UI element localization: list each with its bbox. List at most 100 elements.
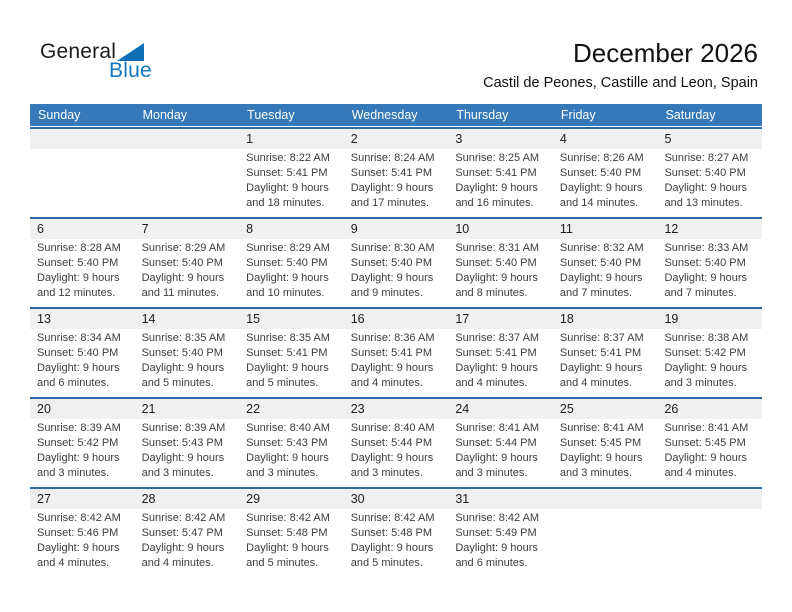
day-daylight-text: Daylight: 9 hours and 3 minutes.: [37, 452, 120, 479]
weekday-header-wednesday: Wednesday: [351, 108, 418, 122]
day-cell: Sunrise: 8:35 AM Sunset: 5:40 PM Daylight:…: [135, 329, 240, 396]
day-cell: [30, 149, 135, 216]
day-number: 7: [141, 222, 149, 236]
day-daylight-text: Daylight: 9 hours and 5 minutes.: [246, 542, 329, 569]
day-daylight-text: Daylight: 9 hours and 4 minutes.: [455, 362, 538, 389]
day-sunrise-text: Sunrise: 8:27 AM: [664, 152, 749, 164]
day-number: 16: [350, 312, 365, 326]
weekday-header-saturday: Saturday: [665, 108, 716, 122]
day-number: 3: [455, 132, 463, 146]
day-sunset-text: Sunset: 5:40 PM: [664, 167, 746, 179]
day-sunrise-text: Sunrise: 8:41 AM: [559, 422, 644, 434]
location-subtitle: Castil de Peones, Castille and Leon, Spa…: [483, 75, 758, 91]
day-cell: Sunrise: 8:37 AM Sunset: 5:41 PM Daylight:…: [448, 329, 553, 396]
day-daylight-text: Daylight: 9 hours and 17 minutes.: [350, 182, 434, 209]
day-daylight-text: Daylight: 9 hours and 5 minutes.: [246, 362, 329, 389]
day-cell: Sunrise: 8:39 AM Sunset: 5:43 PM Daylight:…: [135, 419, 240, 486]
week-row: 13 14 15 16 17 18 19 Sunrise: 8:34 AM Sunset: 5:…: [30, 307, 762, 396]
day-sunset-text: Sunset: 5:42 PM: [664, 347, 746, 359]
day-sunset-text: Sunset: 5:44 PM: [455, 437, 537, 449]
day-daylight-text: Daylight: 9 hours and 3 minutes.: [455, 452, 538, 479]
day-number: 20: [37, 402, 51, 416]
day-daylight-text: Daylight: 9 hours and 4 minutes.: [350, 362, 434, 389]
day-sunrise-text: Sunrise: 8:30 AM: [350, 242, 435, 254]
day-sunset-text: Sunset: 5:41 PM: [246, 347, 328, 359]
day-details-row: Sunrise: 8:22 AM Sunset: 5:41 PM Daylight:…: [30, 149, 762, 216]
logo-text-general: General: [40, 40, 117, 63]
day-sunset-text: Sunset: 5:40 PM: [559, 167, 642, 179]
day-sunrise-text: Sunrise: 8:42 AM: [37, 512, 121, 524]
day-cell: Sunrise: 8:41 AM Sunset: 5:44 PM Daylight:…: [448, 419, 553, 486]
day-sunrise-text: Sunrise: 8:33 AM: [664, 242, 749, 254]
day-number-band: 27 28 29 30 31: [30, 489, 762, 509]
day-sunrise-text: Sunrise: 8:29 AM: [246, 242, 330, 254]
day-sunset-text: Sunset: 5:46 PM: [37, 527, 119, 539]
day-sunset-text: Sunset: 5:40 PM: [141, 257, 223, 269]
day-number: 17: [455, 312, 470, 326]
week-row: 27 28 29 30 31 Sunrise: 8:42 AM Sunset: 5:46 P…: [30, 487, 762, 576]
day-cell: Sunrise: 8:30 AM Sunset: 5:40 PM Daylight:…: [344, 239, 449, 306]
day-cell: Sunrise: 8:34 AM Sunset: 5:40 PM Daylight:…: [30, 329, 135, 396]
day-number: 31: [455, 492, 470, 506]
day-sunrise-text: Sunrise: 8:39 AM: [141, 422, 226, 434]
day-sunset-text: Sunset: 5:41 PM: [559, 347, 642, 359]
day-details-row: Sunrise: 8:34 AM Sunset: 5:40 PM Daylight:…: [30, 329, 762, 396]
day-sunrise-text: Sunrise: 8:36 AM: [350, 332, 435, 344]
month-title: December 2026: [573, 38, 758, 68]
day-sunset-text: Sunset: 5:43 PM: [141, 437, 223, 449]
day-number-band: 1 2 3 4 5: [30, 129, 762, 149]
day-number: 26: [664, 402, 679, 416]
day-number: 15: [246, 312, 261, 326]
day-daylight-text: Daylight: 9 hours and 7 minutes.: [559, 272, 643, 299]
day-number: 1: [246, 132, 254, 146]
day-number: 25: [559, 402, 574, 416]
day-cell: Sunrise: 8:32 AM Sunset: 5:40 PM Daylight:…: [553, 239, 658, 306]
day-number: 27: [37, 492, 51, 506]
day-cell: Sunrise: 8:26 AM Sunset: 5:40 PM Daylight:…: [553, 149, 658, 216]
day-number: 23: [350, 402, 365, 416]
day-daylight-text: Daylight: 9 hours and 3 minutes.: [246, 452, 329, 479]
day-sunrise-text: Sunrise: 8:26 AM: [559, 152, 644, 164]
day-number: 14: [141, 312, 156, 326]
day-sunset-text: Sunset: 5:43 PM: [246, 437, 328, 449]
day-daylight-text: Daylight: 9 hours and 5 minutes.: [141, 362, 225, 389]
weekday-header-monday: Monday: [142, 108, 188, 122]
day-daylight-text: Daylight: 9 hours and 3 minutes.: [559, 452, 643, 479]
day-number: 28: [141, 492, 156, 506]
day-sunrise-text: Sunrise: 8:35 AM: [141, 332, 226, 344]
day-cell: Sunrise: 8:40 AM Sunset: 5:44 PM Daylight:…: [344, 419, 449, 486]
day-daylight-text: Daylight: 9 hours and 5 minutes.: [350, 542, 434, 569]
day-sunrise-text: Sunrise: 8:42 AM: [246, 512, 330, 524]
day-sunset-text: Sunset: 5:41 PM: [455, 347, 537, 359]
day-cell: Sunrise: 8:36 AM Sunset: 5:41 PM Daylight:…: [344, 329, 449, 396]
day-daylight-text: Daylight: 9 hours and 3 minutes.: [664, 362, 748, 389]
day-cell: Sunrise: 8:22 AM Sunset: 5:41 PM Daylight:…: [239, 149, 344, 216]
day-number: 2: [350, 132, 358, 146]
day-cell: Sunrise: 8:42 AM Sunset: 5:47 PM Daylight:…: [135, 509, 240, 576]
day-cell: [657, 509, 762, 576]
day-number: 8: [246, 222, 254, 236]
day-number: 19: [664, 312, 679, 326]
day-sunrise-text: Sunrise: 8:22 AM: [246, 152, 330, 164]
day-cell: Sunrise: 8:42 AM Sunset: 5:48 PM Daylight:…: [239, 509, 344, 576]
day-sunrise-text: Sunrise: 8:29 AM: [141, 242, 226, 254]
day-cell: Sunrise: 8:31 AM Sunset: 5:40 PM Daylight:…: [448, 239, 553, 306]
day-daylight-text: Daylight: 9 hours and 8 minutes.: [455, 272, 538, 299]
day-daylight-text: Daylight: 9 hours and 18 minutes.: [246, 182, 329, 209]
day-sunset-text: Sunset: 5:40 PM: [246, 257, 328, 269]
day-details-row: Sunrise: 8:42 AM Sunset: 5:46 PM Daylight:…: [30, 509, 762, 576]
day-daylight-text: Daylight: 9 hours and 6 minutes.: [37, 362, 120, 389]
day-sunset-text: Sunset: 5:48 PM: [350, 527, 433, 539]
day-number: 29: [246, 492, 261, 506]
day-daylight-text: Daylight: 9 hours and 10 minutes.: [246, 272, 329, 299]
day-sunrise-text: Sunrise: 8:40 AM: [350, 422, 435, 434]
day-cell: Sunrise: 8:29 AM Sunset: 5:40 PM Daylight:…: [135, 239, 240, 306]
day-sunrise-text: Sunrise: 8:39 AM: [37, 422, 121, 434]
day-daylight-text: Daylight: 9 hours and 4 minutes.: [37, 542, 120, 569]
day-sunrise-text: Sunrise: 8:31 AM: [455, 242, 540, 254]
day-sunset-text: Sunset: 5:44 PM: [350, 437, 433, 449]
day-sunset-text: Sunset: 5:42 PM: [37, 437, 119, 449]
day-daylight-text: Daylight: 9 hours and 4 minutes.: [664, 452, 748, 479]
day-number-band: 6 7 8 9 10 11 12: [30, 219, 762, 239]
logo-text-blue: Blue: [109, 59, 152, 82]
